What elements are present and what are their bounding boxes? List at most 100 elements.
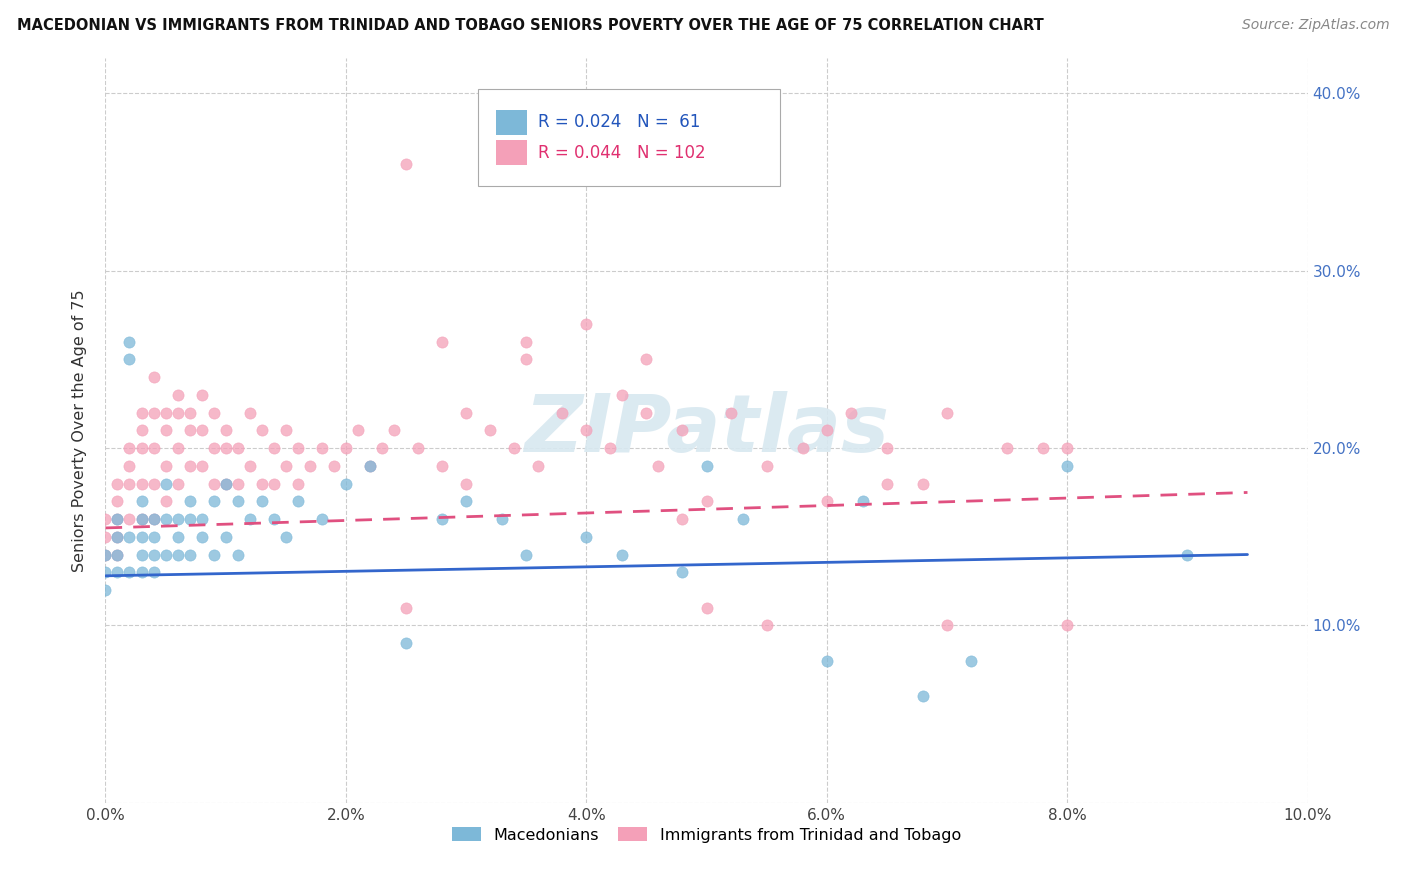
Point [202, 548, 225, 562]
Point [263, 441, 285, 455]
Point [107, 548, 129, 562]
Point [527, 458, 550, 473]
Point [876, 441, 898, 455]
Point [214, 476, 236, 491]
Point [179, 494, 201, 508]
Text: MACEDONIAN VS IMMIGRANTS FROM TRINIDAD AND TOBAGO SENIORS POVERTY OVER THE AGE O: MACEDONIAN VS IMMIGRANTS FROM TRINIDAD A… [17, 18, 1043, 33]
Point [395, 600, 418, 615]
Point [107, 530, 129, 544]
Point [1056, 618, 1078, 632]
Point [118, 458, 141, 473]
Point [335, 441, 357, 455]
Point [155, 406, 177, 420]
Point [815, 423, 838, 437]
Point [179, 548, 201, 562]
Point [430, 458, 453, 473]
Point [107, 512, 129, 526]
Point [359, 458, 381, 473]
Point [720, 406, 742, 420]
Point [960, 654, 983, 668]
Point [636, 406, 658, 420]
Y-axis label: Seniors Poverty Over the Age of 75: Seniors Poverty Over the Age of 75 [72, 289, 87, 572]
Point [755, 618, 778, 632]
Point [166, 548, 188, 562]
Point [190, 512, 212, 526]
Point [936, 406, 959, 420]
Point [575, 423, 598, 437]
Point [612, 388, 634, 402]
Point [876, 476, 898, 491]
Point [155, 458, 177, 473]
Point [226, 441, 249, 455]
Point [274, 423, 297, 437]
Point [1177, 548, 1199, 562]
Point [131, 476, 153, 491]
Point [131, 566, 153, 580]
Point [575, 317, 598, 331]
Point [202, 476, 225, 491]
Point [287, 441, 309, 455]
Point [226, 476, 249, 491]
Point [166, 441, 188, 455]
Point [190, 423, 212, 437]
Point [118, 530, 141, 544]
Point [671, 512, 693, 526]
Point [274, 458, 297, 473]
Point [311, 512, 333, 526]
Point [792, 441, 814, 455]
Point [118, 352, 141, 367]
Point [347, 423, 370, 437]
Point [755, 458, 778, 473]
Point [226, 548, 249, 562]
Point [166, 406, 188, 420]
Point [131, 441, 153, 455]
Point [166, 476, 188, 491]
Point [839, 406, 862, 420]
Text: Source: ZipAtlas.com: Source: ZipAtlas.com [1241, 18, 1389, 32]
Point [179, 406, 201, 420]
Point [479, 423, 502, 437]
Point [142, 512, 165, 526]
Point [250, 494, 273, 508]
Point [214, 476, 236, 491]
Point [430, 334, 453, 349]
Point [311, 441, 333, 455]
Point [107, 566, 129, 580]
Point [142, 566, 165, 580]
Point [94, 548, 117, 562]
Point [263, 476, 285, 491]
Point [94, 566, 117, 580]
Point [250, 476, 273, 491]
Point [202, 494, 225, 508]
Point [131, 530, 153, 544]
Point [118, 334, 141, 349]
Point [118, 476, 141, 491]
Point [815, 654, 838, 668]
Point [1056, 441, 1078, 455]
Point [371, 441, 394, 455]
Point [456, 476, 478, 491]
Point [612, 548, 634, 562]
Point [131, 423, 153, 437]
Point [936, 618, 959, 632]
Point [131, 494, 153, 508]
Point [696, 458, 718, 473]
Point [1032, 441, 1054, 455]
Point [155, 548, 177, 562]
Point [287, 494, 309, 508]
Point [142, 441, 165, 455]
Point [815, 494, 838, 508]
Point [1056, 458, 1078, 473]
Point [142, 406, 165, 420]
Point [995, 441, 1018, 455]
Legend: Macedonians, Immigrants from Trinidad and Tobago: Macedonians, Immigrants from Trinidad an… [444, 819, 969, 851]
Point [118, 566, 141, 580]
Point [166, 388, 188, 402]
Point [142, 548, 165, 562]
Point [287, 476, 309, 491]
Point [696, 600, 718, 615]
Point [107, 494, 129, 508]
Point [575, 530, 598, 544]
Point [515, 548, 537, 562]
Point [239, 406, 262, 420]
